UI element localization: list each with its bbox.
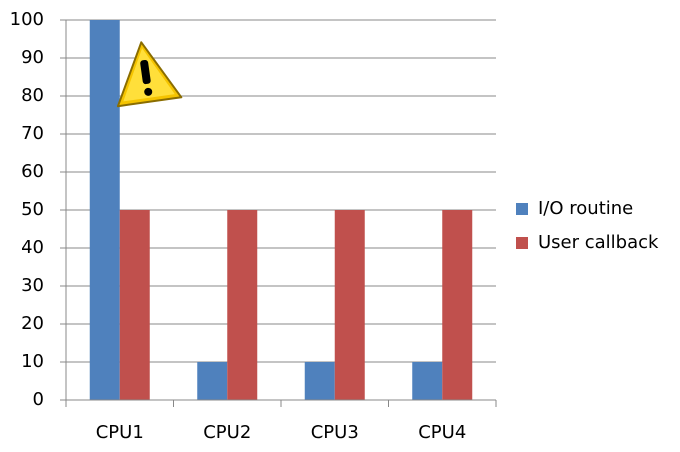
bar (119, 210, 150, 400)
y-tick-label: 60 (21, 161, 44, 182)
y-tick-label: 50 (21, 199, 44, 220)
y-tick-label: 30 (21, 275, 44, 296)
bar (304, 362, 335, 400)
x-tick-label: CPU3 (311, 422, 359, 443)
x-tick-label: CPU2 (203, 422, 251, 443)
legend-label: I/O routine (538, 198, 633, 219)
y-tick-label: 20 (21, 313, 44, 334)
bar (89, 20, 120, 400)
bar (227, 210, 258, 400)
y-tick-label: 0 (33, 389, 44, 410)
y-tick-label: 10 (21, 351, 44, 372)
bars (89, 20, 473, 400)
legend-swatch (516, 203, 528, 215)
y-tick-label: 70 (21, 123, 44, 144)
x-tick-label: CPU4 (418, 422, 466, 443)
y-tick-label: 100 (10, 9, 44, 30)
bar (334, 210, 365, 400)
x-tick-label: CPU1 (96, 422, 144, 443)
y-tick-label: 90 (21, 47, 44, 68)
bar (442, 210, 473, 400)
axes: 0 10 20 30 40 50 60 70 80 90 100 CPU1 CPU2 CPU3 CPU4 (10, 9, 497, 443)
warning-icon (116, 41, 183, 108)
y-tick-label: 40 (21, 237, 44, 258)
legend-swatch (516, 237, 528, 249)
legend-label: User callback (538, 232, 659, 253)
y-tick-label: 80 (21, 85, 44, 106)
bar (197, 362, 228, 400)
bar (412, 362, 443, 400)
